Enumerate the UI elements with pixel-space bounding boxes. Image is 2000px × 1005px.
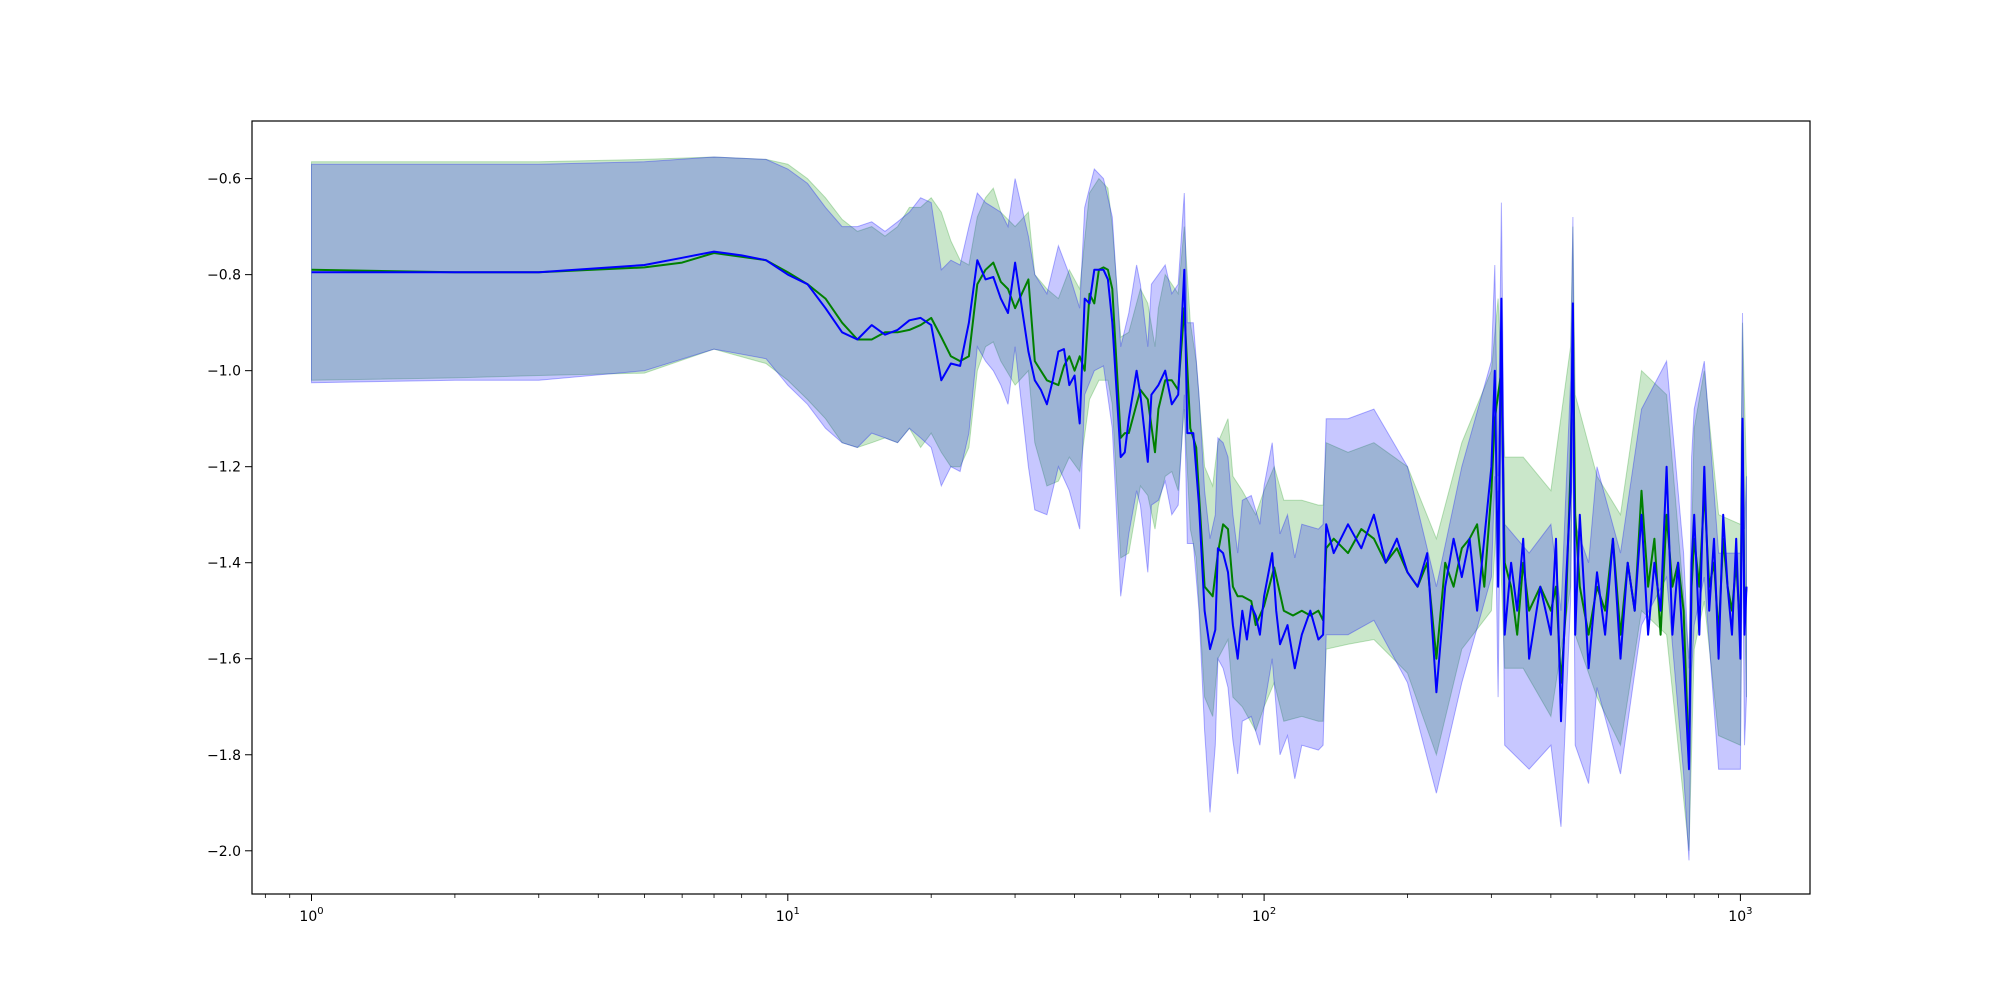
- x-tick-exponent: 0: [317, 906, 323, 917]
- x-tick-base: 10: [1252, 909, 1270, 925]
- plot-area-frame: [251, 120, 1811, 895]
- x-tick-base: 10: [299, 909, 317, 925]
- x-tick-exponent: 3: [1746, 906, 1752, 917]
- x-tick-label: 102: [1252, 906, 1276, 925]
- y-axis: −0.6 −0.8 −1.0 −1.2 −1.4 −1.6 −1.8 −2.0: [207, 172, 252, 860]
- x-tick-exponent: 1: [794, 906, 800, 917]
- y-tick-label: −1.6: [207, 652, 241, 668]
- x-tick-label: 103: [1728, 906, 1752, 925]
- x-tick-base: 10: [1728, 909, 1746, 925]
- y-tick-label: −2.0: [207, 844, 241, 860]
- x-tick-exponent: 2: [1270, 906, 1276, 917]
- y-tick-label: −1.2: [207, 460, 241, 476]
- series-lines: [311, 250, 1748, 771]
- y-tick-label: −1.8: [207, 748, 241, 764]
- confidence-bands: [311, 156, 1747, 861]
- y-tick-label: −0.6: [207, 172, 241, 188]
- x-axis: 100 101 102 103: [264, 894, 1753, 925]
- series-2-band: [311, 156, 1747, 861]
- x-tick-label: 101: [776, 906, 800, 925]
- x-tick-base: 10: [776, 909, 794, 925]
- series-1-band: [311, 156, 1747, 851]
- x-tick-label: 100: [299, 906, 323, 925]
- series-1-line: [311, 252, 1748, 766]
- y-tick-label: −1.4: [207, 556, 241, 572]
- y-tick-label: −1.0: [207, 364, 241, 380]
- y-tick-label: −0.8: [207, 268, 241, 284]
- series-2-line: [311, 250, 1748, 771]
